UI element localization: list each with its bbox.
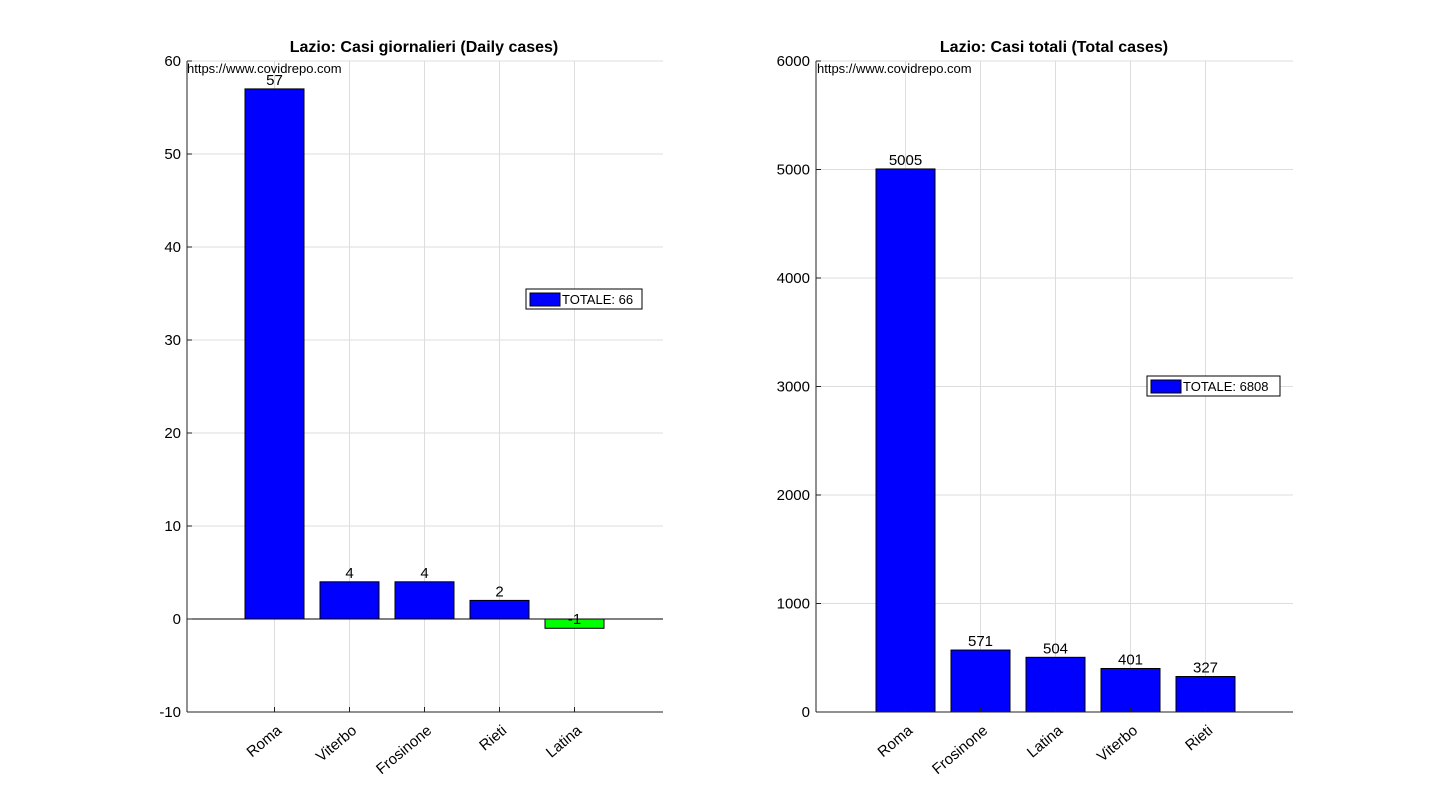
chart-title: Lazio: Casi giornalieri (Daily cases) (290, 39, 559, 56)
x-tick-label-rieti: Rieti (476, 722, 510, 754)
bar-viterbo (1100, 667, 1161, 713)
bar-frosinone (950, 649, 1011, 713)
y-tick-label: 6000 (777, 53, 810, 70)
value-label-viterbo: 401 (1118, 651, 1143, 668)
legend: TOTALE: 6808 (1146, 375, 1281, 397)
y-tick-label: 20 (164, 425, 181, 442)
value-label-frosinone: 571 (968, 633, 993, 650)
y-tick-label: 30 (164, 332, 181, 349)
y-tick-label: 0 (802, 704, 810, 721)
watermark: https://www.covidrepo.com (817, 61, 972, 76)
bars (875, 168, 1236, 713)
x-tick-labels: Roma Viterbo Frosinone Rieti Latina (243, 722, 585, 778)
y-tick-labels: 0 1000 2000 3000 4000 5000 6000 (777, 53, 810, 721)
legend: TOTALE: 66 (525, 288, 643, 310)
x-tick-label-latina: Latina (543, 722, 586, 762)
y-tick-label: 50 (164, 146, 181, 163)
y-tick-label: 60 (164, 53, 181, 70)
total-cases-chart: Lazio: Casi totali (Total cases) 5005 571… (777, 39, 1293, 778)
x-tick-label-roma: Roma (874, 722, 916, 761)
chart-title: Lazio: Casi totali (Total cases) (940, 39, 1168, 56)
bar-viterbo (319, 581, 380, 620)
legend-label: TOTALE: 6808 (1183, 379, 1269, 394)
y-tick-label: 10 (164, 518, 181, 535)
bars (244, 88, 605, 629)
x-tick-label-latina: Latina (1024, 722, 1067, 762)
y-tick-labels: -10 0 10 20 30 40 50 60 (159, 53, 181, 721)
y-tick-label: 40 (164, 239, 181, 256)
bar-latina (1025, 656, 1086, 713)
x-tick-label-viterbo: Viterbo (313, 722, 360, 765)
value-label-roma: 5005 (889, 152, 922, 169)
value-label-rieti: 327 (1193, 660, 1218, 677)
axes (815, 60, 1293, 713)
y-tick-label: 3000 (777, 379, 810, 396)
bar-rieti (469, 599, 530, 620)
value-label-frosinone: 4 (420, 565, 428, 582)
y-tick-label: 5000 (777, 162, 810, 179)
y-tick-label: -10 (159, 704, 181, 721)
x-tick-label-viterbo: Viterbo (1094, 722, 1141, 765)
value-labels: 57 4 4 2 -1 (266, 72, 581, 628)
x-tick-label-frosinone: Frosinone (373, 722, 435, 778)
value-label-viterbo: 4 (345, 565, 353, 582)
y-tick-label: 0 (173, 611, 181, 628)
legend-swatch (529, 292, 561, 307)
value-label-rieti: 2 (495, 583, 503, 600)
y-tick-label: 1000 (777, 596, 810, 613)
daily-cases-chart: Lazio: Casi giornalieri (Daily cases) 57… (159, 39, 663, 778)
bar-roma (875, 168, 936, 713)
y-tick-label: 2000 (777, 487, 810, 504)
value-label-latina: 504 (1043, 640, 1068, 657)
y-tick-label: 4000 (777, 270, 810, 287)
bar-rieti (1175, 676, 1236, 713)
x-tick-label-roma: Roma (243, 722, 285, 761)
watermark: https://www.covidrepo.com (187, 61, 342, 76)
x-tick-labels: Roma Frosinone Latina Viterbo Rieti (874, 722, 1216, 778)
axes (186, 60, 663, 713)
x-tick-label-frosinone: Frosinone (929, 722, 991, 778)
legend-label: TOTALE: 66 (562, 292, 633, 307)
bar-frosinone (394, 581, 455, 620)
bar-roma (244, 88, 305, 620)
x-tick-label-rieti: Rieti (1182, 722, 1216, 754)
legend-swatch (1150, 379, 1182, 394)
value-label-latina: -1 (568, 611, 581, 628)
value-label-roma: 57 (266, 72, 283, 89)
value-labels: 5005 571 504 401 327 (889, 152, 1218, 677)
